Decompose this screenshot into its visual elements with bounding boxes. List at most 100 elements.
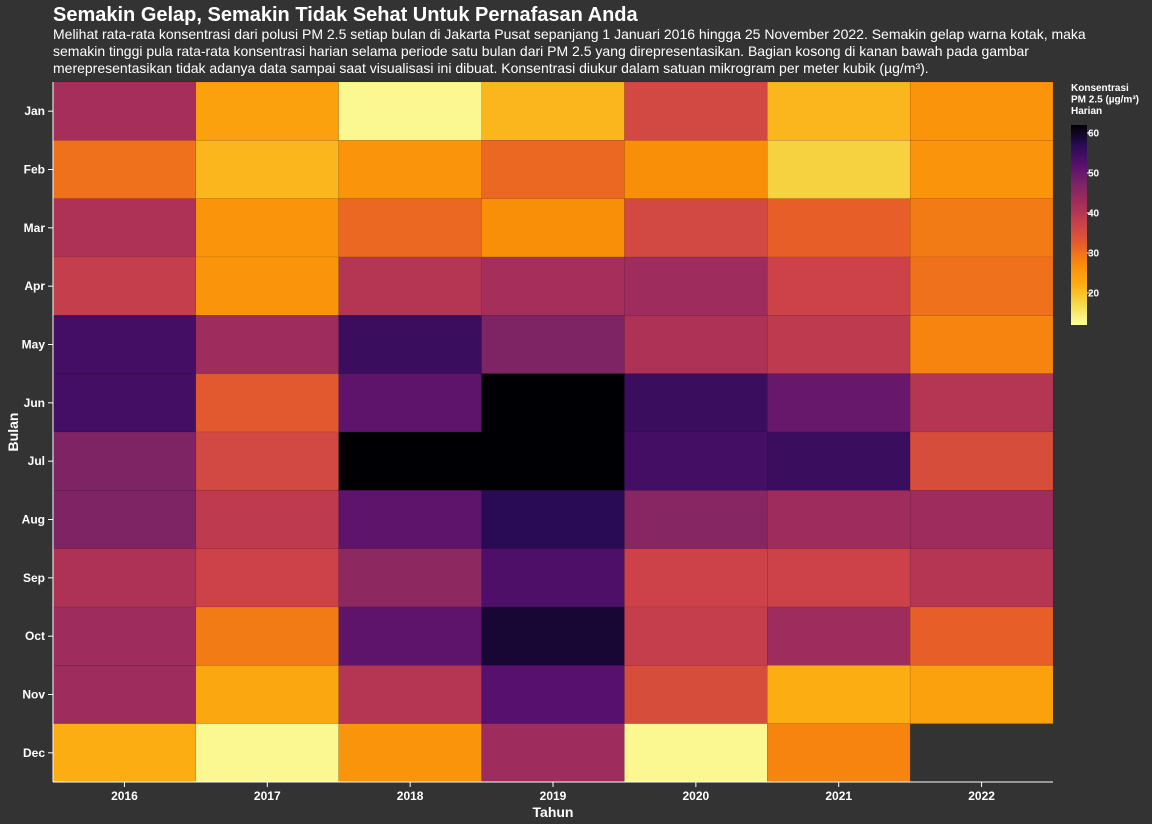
heatmap-cell <box>909 198 1054 258</box>
heatmap-cells <box>52 81 1054 783</box>
x-tick-label: 2022 <box>968 789 995 803</box>
heatmap-cell <box>52 81 197 141</box>
x-axis-title: Tahun <box>533 804 574 820</box>
heatmap-cell <box>52 548 197 608</box>
heatmap-cell <box>909 490 1054 549</box>
heatmap-cell <box>481 81 625 141</box>
heatmap-cell <box>767 665 911 724</box>
heatmap-cell <box>52 315 197 374</box>
heatmap-cell <box>52 198 197 258</box>
heatmap-cell <box>481 431 625 491</box>
y-tick-label: Jan <box>24 104 45 118</box>
x-tick-label: 2019 <box>540 789 567 803</box>
legend-gradient-bar <box>1071 125 1087 325</box>
x-tick-label: 2021 <box>825 789 852 803</box>
heatmap-cell <box>624 431 768 491</box>
heatmap-cell <box>624 723 768 783</box>
x-ticks: 2016 2017 2018 2019 2020 2021 2022 <box>111 782 995 803</box>
x-tick-label: 2018 <box>397 789 424 803</box>
heatmap-cell <box>195 81 339 141</box>
heatmap-cell <box>338 723 482 783</box>
heatmap-cell <box>909 256 1054 316</box>
heatmap-cell <box>481 665 625 724</box>
heatmap-cell <box>767 140 911 199</box>
y-tick-label: Jul <box>28 454 45 468</box>
heatmap-cell <box>52 431 197 491</box>
legend-title-line: Konsentrasi <box>1071 83 1129 94</box>
heatmap-cell <box>338 373 482 433</box>
legend-title-line: Harian <box>1071 106 1102 117</box>
y-tick-label: Mar <box>24 221 46 235</box>
heatmap-cell <box>767 490 911 549</box>
heatmap-cell <box>195 431 339 491</box>
heatmap-cell <box>481 315 625 374</box>
heatmap-cell <box>195 490 339 549</box>
heatmap-cell <box>909 606 1054 666</box>
heatmap-cell <box>338 431 482 491</box>
heatmap-cell <box>481 548 625 608</box>
y-tick-label: Apr <box>24 279 45 293</box>
heatmap-cell <box>481 373 625 433</box>
y-axis-title: Bulan <box>5 413 21 452</box>
heatmap-cell <box>195 256 339 316</box>
heatmap-cell <box>767 198 911 258</box>
heatmap-cell <box>481 256 625 316</box>
heatmap-cell <box>624 198 768 258</box>
heatmap-cell <box>624 548 768 608</box>
y-tick-label: May <box>22 338 46 352</box>
legend-tick-label: 30 <box>1088 249 1100 260</box>
heatmap-cell <box>338 198 482 258</box>
heatmap-cell <box>52 373 197 433</box>
heatmap-cell <box>767 548 911 608</box>
heatmap-cell <box>52 723 197 783</box>
chart-subtitle: Melihat rata-rata konsentrasi dari polus… <box>53 26 1086 76</box>
heatmap-cell <box>195 373 339 433</box>
heatmap-cell <box>624 81 768 141</box>
heatmap-cell <box>52 606 197 666</box>
heatmap-cell <box>767 431 911 491</box>
heatmap-cell <box>909 315 1054 374</box>
heatmap-cell <box>195 548 339 608</box>
heatmap-cell <box>481 606 625 666</box>
y-tick-label: Oct <box>25 629 45 643</box>
heatmap-cell <box>624 606 768 666</box>
heatmap-cell <box>624 315 768 374</box>
chart-title: Semakin Gelap, Semakin Tidak Sehat Untuk… <box>53 4 638 26</box>
heatmap-cell <box>481 723 625 783</box>
heatmap-cell <box>909 548 1054 608</box>
legend-ticks: 20 30 40 50 60 <box>1087 129 1100 300</box>
heatmap-cell <box>195 198 339 258</box>
heatmap-cell <box>624 665 768 724</box>
heatmap-cell <box>481 198 625 258</box>
heatmap-cell <box>52 140 197 199</box>
heatmap-cell <box>909 431 1054 491</box>
heatmap-cell <box>52 256 197 316</box>
legend-tick-label: 40 <box>1088 209 1100 220</box>
heatmap-cell <box>338 256 482 316</box>
heatmap-cell <box>909 665 1054 724</box>
y-tick-label: Jun <box>24 396 45 410</box>
heatmap-cell <box>767 315 911 374</box>
x-tick-label: 2016 <box>111 789 138 803</box>
heatmap-cell <box>624 490 768 549</box>
heatmap-cell <box>195 606 339 666</box>
heatmap-cell <box>767 606 911 666</box>
heatmap-cell <box>624 256 768 316</box>
heatmap-cell <box>481 490 625 549</box>
y-ticks: Jan Feb Mar Apr May Jun Jul Aug Sep Oct Nov Dec <box>22 104 53 760</box>
heatmap-cell <box>624 373 768 433</box>
heatmap-cell <box>624 140 768 199</box>
heatmap-cell <box>767 256 911 316</box>
heatmap-cell <box>909 373 1054 433</box>
y-tick-label: Sep <box>23 571 45 585</box>
x-tick-label: 2017 <box>254 789 281 803</box>
heatmap-cell <box>338 548 482 608</box>
y-tick-label: Aug <box>22 513 45 527</box>
y-tick-label: Feb <box>24 163 45 177</box>
heatmap-cell <box>338 315 482 374</box>
heatmap-cell <box>909 140 1054 199</box>
heatmap-cell <box>195 140 339 199</box>
